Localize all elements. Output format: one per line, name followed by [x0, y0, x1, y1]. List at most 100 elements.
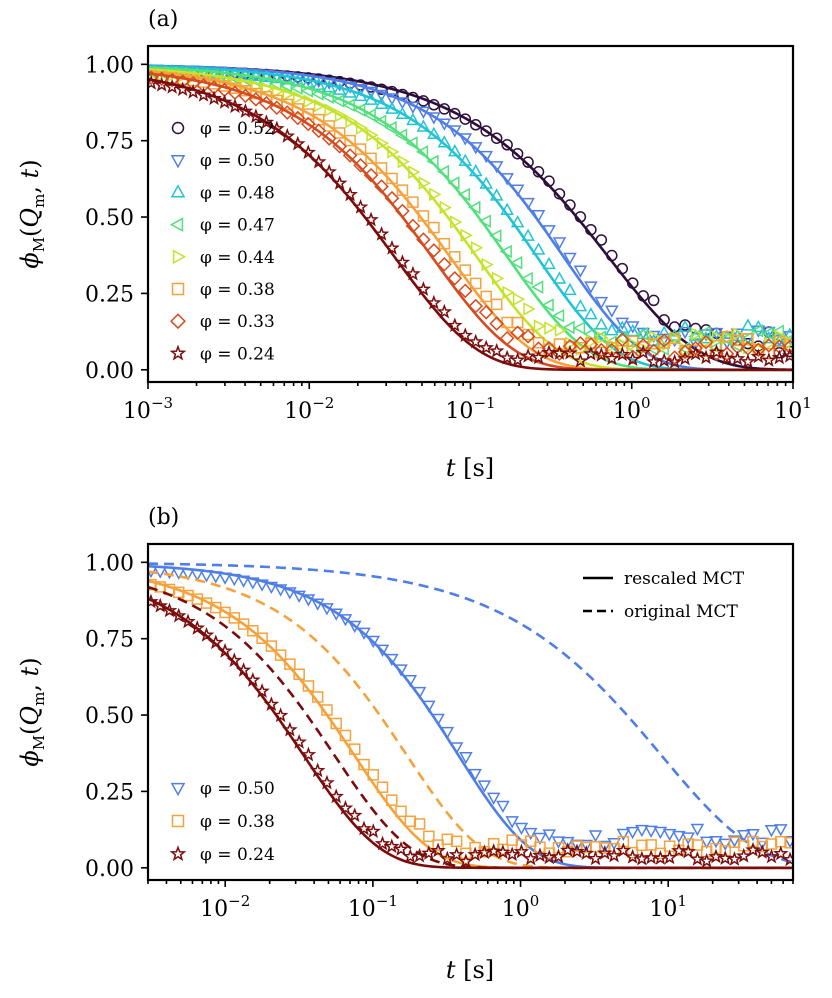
data-point [542, 829, 556, 842]
data-point [374, 96, 389, 110]
data-point [321, 90, 334, 104]
data-point [227, 71, 240, 85]
panel-a-y-axis-label: ϕM(Qm, t) [16, 159, 48, 268]
data-point [589, 841, 602, 853]
style-legend-label: original MCT [624, 602, 738, 622]
data-point [771, 349, 788, 365]
data-point [560, 836, 575, 850]
data-point [367, 769, 379, 781]
data-point [495, 844, 511, 859]
data-point [530, 280, 544, 294]
data-point [432, 839, 444, 851]
data-point [614, 346, 631, 362]
data-point [468, 142, 483, 155]
data-point [732, 327, 745, 341]
data-point [375, 162, 388, 174]
data-point [478, 304, 494, 320]
data-point [396, 184, 409, 196]
data-point [148, 74, 159, 90]
data-point [505, 816, 519, 829]
y-tick-label: 0.50 [85, 704, 134, 729]
data-point [450, 835, 463, 848]
data-point [457, 283, 473, 299]
data-point [164, 72, 180, 88]
data-point [198, 627, 215, 642]
data-point [698, 349, 714, 365]
data-point [698, 334, 714, 350]
series-star [148, 74, 793, 372]
data-point [448, 144, 462, 157]
panel-a-x-ticks: 10−3 10−2 10−1 100 101 [123, 382, 812, 424]
data-point [348, 743, 361, 755]
legend-label: φ = 0.44 [200, 248, 275, 268]
data-point [500, 173, 514, 186]
data-point [615, 317, 630, 330]
data-point [417, 210, 430, 222]
data-point [293, 90, 306, 105]
data-point [677, 344, 693, 360]
data-point [782, 851, 793, 867]
data-point [457, 187, 471, 202]
data-point [690, 823, 705, 837]
data-point [587, 850, 604, 866]
data-point [736, 829, 751, 843]
data-point [247, 624, 259, 637]
data-point [430, 842, 446, 858]
data-point [596, 330, 609, 345]
data-point [357, 627, 371, 640]
x-tick-label: 10−2 [284, 394, 334, 424]
data-point [672, 830, 686, 844]
legend-marker [170, 782, 186, 797]
data-point [439, 200, 452, 215]
data-point [750, 323, 764, 338]
data-point [625, 826, 640, 840]
legend-marker [171, 282, 185, 296]
data-point [551, 308, 565, 323]
data-point [282, 721, 298, 737]
data-point [771, 324, 785, 339]
data-point [322, 79, 336, 93]
x-tick-label: 100 [502, 892, 540, 922]
data-point [755, 837, 770, 850]
style-legend-label: rescaled MCT [624, 569, 745, 589]
data-point [263, 696, 280, 712]
data-point [648, 330, 662, 344]
data-point [499, 330, 515, 346]
data-point [719, 844, 731, 857]
data-point [386, 172, 398, 185]
data-point [468, 298, 484, 314]
y-tick-label: 0.75 [85, 628, 134, 653]
data-point [522, 156, 534, 168]
panel-b-x-ticks: 10−2 10−1 100 101 [147, 880, 794, 922]
data-point [746, 829, 760, 842]
data-point [616, 828, 631, 842]
data-point [616, 262, 629, 275]
data-point [328, 788, 344, 804]
data-point [543, 175, 555, 187]
data-point [227, 98, 243, 114]
data-point [300, 144, 317, 160]
data-point [501, 139, 513, 151]
data-point [741, 318, 755, 331]
data-point [489, 229, 502, 243]
data-point [594, 296, 609, 310]
data-point [447, 176, 460, 190]
data-point [625, 321, 640, 334]
legend-marker [171, 121, 185, 135]
panel-b-legend: φ = 0.50 φ = 0.38 φ = 0.24 [169, 779, 275, 865]
data-point [384, 190, 400, 206]
data-point [311, 77, 326, 90]
data-point [255, 579, 269, 592]
data-point [248, 108, 264, 124]
data-point [355, 121, 369, 135]
data-point [347, 620, 362, 634]
data-point [246, 577, 260, 590]
data-point [710, 339, 723, 352]
data-point [510, 184, 525, 197]
data-point [617, 337, 630, 352]
data-point [384, 239, 400, 255]
data-point [418, 176, 431, 190]
data-point [181, 568, 195, 581]
data-point [406, 112, 420, 126]
x-tick-label: 10−1 [445, 394, 495, 424]
